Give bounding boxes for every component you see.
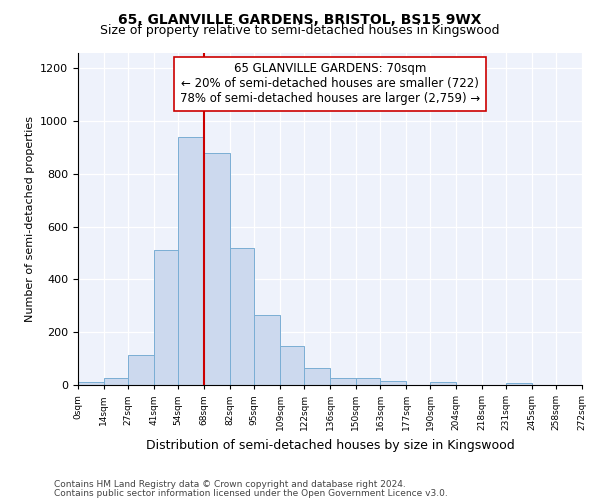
Text: Size of property relative to semi-detached houses in Kingswood: Size of property relative to semi-detach…	[100, 24, 500, 37]
Text: Contains public sector information licensed under the Open Government Licence v3: Contains public sector information licen…	[54, 488, 448, 498]
Y-axis label: Number of semi-detached properties: Number of semi-detached properties	[25, 116, 35, 322]
Text: Contains HM Land Registry data © Crown copyright and database right 2024.: Contains HM Land Registry data © Crown c…	[54, 480, 406, 489]
Bar	[506, 383, 532, 385]
Text: 65, GLANVILLE GARDENS, BRISTOL, BS15 9WX: 65, GLANVILLE GARDENS, BRISTOL, BS15 9WX	[118, 12, 482, 26]
Bar	[430, 382, 456, 385]
Bar	[204, 153, 230, 385]
Bar	[178, 137, 204, 385]
Bar	[280, 346, 304, 385]
Text: 65 GLANVILLE GARDENS: 70sqm
← 20% of semi-detached houses are smaller (722)
78% : 65 GLANVILLE GARDENS: 70sqm ← 20% of sem…	[180, 62, 480, 106]
Bar	[254, 315, 280, 385]
Bar	[128, 356, 154, 385]
Bar	[230, 248, 254, 385]
Bar	[356, 378, 380, 385]
Bar	[330, 378, 356, 385]
Bar	[78, 382, 104, 385]
X-axis label: Distribution of semi-detached houses by size in Kingswood: Distribution of semi-detached houses by …	[146, 438, 514, 452]
Bar	[104, 378, 128, 385]
Bar	[154, 250, 178, 385]
Bar	[304, 368, 330, 385]
Bar	[380, 381, 406, 385]
